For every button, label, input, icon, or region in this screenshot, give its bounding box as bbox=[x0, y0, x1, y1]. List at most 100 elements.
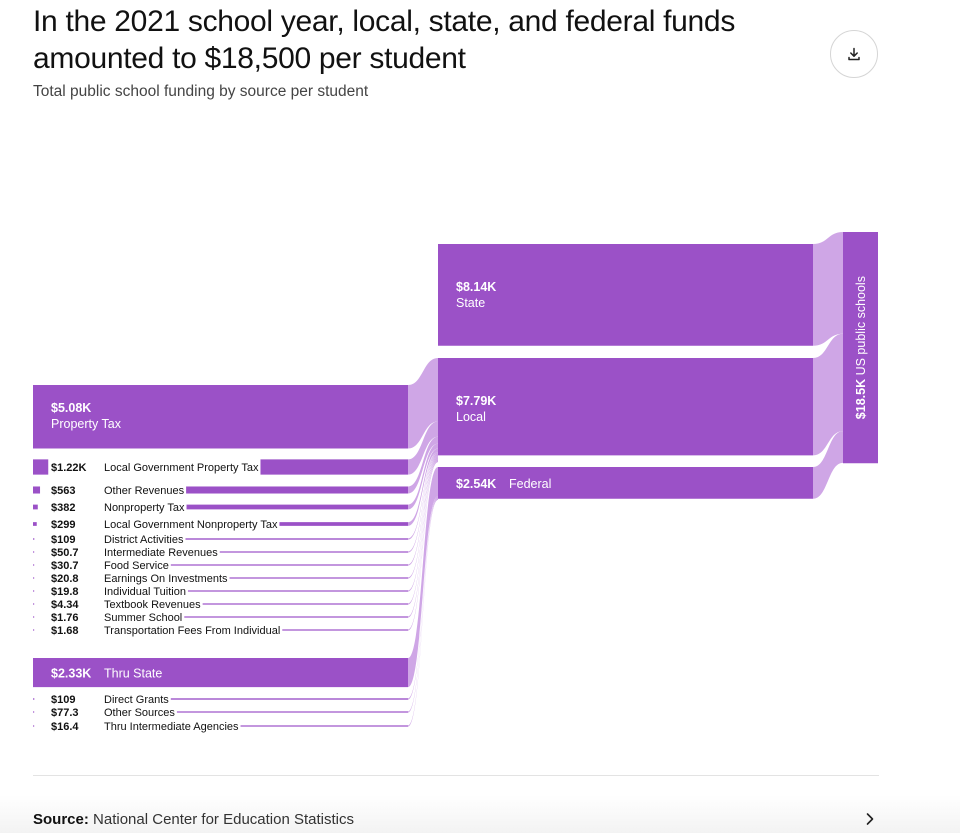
food-service-value: $30.7 bbox=[51, 560, 79, 572]
node-federal[interactable] bbox=[438, 467, 813, 499]
thru-intermediate-agencies-name: Thru Intermediate Agencies bbox=[104, 721, 239, 733]
node-transportation-fees-from-individual[interactable] bbox=[33, 629, 408, 631]
node-other-sources[interactable] bbox=[33, 711, 408, 713]
node-individual-tuition-bar bbox=[187, 590, 408, 592]
chart-subtitle: Total public school funding by source pe… bbox=[33, 83, 369, 100]
local-government-nonproperty-tax-value: $299 bbox=[51, 519, 75, 531]
node-intermediate-revenues[interactable] bbox=[33, 551, 408, 553]
sankey-links bbox=[408, 232, 843, 727]
node-thru-intermediate-agencies-marker bbox=[33, 725, 35, 727]
node-local[interactable] bbox=[438, 358, 813, 456]
link-local-government-nonproperty-tax-to-local bbox=[408, 448, 438, 526]
node-local-government-property-tax-bar bbox=[260, 459, 408, 475]
textbook-revenues-value: $4.34 bbox=[51, 599, 79, 611]
node-earnings-on-investments-bar bbox=[229, 577, 408, 579]
node-earnings-on-investments[interactable] bbox=[33, 577, 408, 579]
link-individual-tuition-to-local bbox=[408, 457, 438, 592]
download-button[interactable] bbox=[830, 30, 878, 78]
node-earnings-on-investments-marker bbox=[33, 577, 35, 579]
property-tax-value: $5.08K bbox=[51, 401, 91, 415]
local-government-nonproperty-tax-name: Local Government Nonproperty Tax bbox=[104, 519, 278, 531]
individual-tuition-name: Individual Tuition bbox=[104, 586, 186, 598]
direct-grants-value: $109 bbox=[51, 694, 75, 706]
node-other-revenues[interactable] bbox=[33, 486, 408, 494]
node-individual-tuition-marker bbox=[33, 590, 35, 592]
node-local-government-property-tax[interactable] bbox=[33, 459, 408, 475]
other-sources-name: Other Sources bbox=[104, 707, 175, 719]
summer-school-value: $1.76 bbox=[51, 612, 79, 624]
link-direct-grants-to-federal bbox=[408, 496, 438, 700]
local-name: Local bbox=[456, 410, 486, 424]
node-transportation-fees-from-individual-bar bbox=[282, 629, 408, 631]
other-sources-value: $77.3 bbox=[51, 707, 79, 719]
link-nonproperty-tax-to-local bbox=[408, 443, 438, 510]
node-textbook-revenues[interactable] bbox=[33, 603, 408, 605]
direct-grants-name: Direct Grants bbox=[104, 694, 169, 706]
node-food-service[interactable] bbox=[33, 564, 408, 566]
node-thru-intermediate-agencies[interactable] bbox=[33, 725, 408, 727]
intermediate-revenues-name: Intermediate Revenues bbox=[104, 547, 218, 559]
node-district-activities-bar bbox=[185, 538, 408, 540]
textbook-revenues-name: Textbook Revenues bbox=[104, 599, 201, 611]
link-thru-state-to-federal bbox=[408, 467, 438, 688]
other-revenues-name: Other Revenues bbox=[104, 485, 185, 497]
node-local-government-property-tax-marker bbox=[33, 459, 49, 475]
transportation-fees-from-individual-value: $1.68 bbox=[51, 625, 79, 637]
local-value: $7.79K bbox=[456, 394, 496, 408]
link-summer-school-to-local bbox=[408, 459, 438, 618]
node-summer-school-marker bbox=[33, 616, 35, 618]
node-nonproperty-tax-bar bbox=[186, 504, 408, 510]
source-bar[interactable]: Source: National Center for Education St… bbox=[0, 795, 960, 833]
intermediate-revenues-value: $50.7 bbox=[51, 547, 79, 559]
link-local-government-property-tax-to-local bbox=[408, 421, 438, 475]
link-federal-to-total bbox=[813, 431, 843, 499]
federal-name: Federal bbox=[509, 477, 551, 491]
node-textbook-revenues-marker bbox=[33, 603, 35, 605]
node-individual-tuition[interactable] bbox=[33, 590, 408, 592]
node-summer-school[interactable] bbox=[33, 616, 408, 618]
node-state[interactable] bbox=[438, 244, 813, 346]
individual-tuition-value: $19.8 bbox=[51, 586, 79, 598]
node-other-sources-marker bbox=[33, 711, 35, 713]
node-nonproperty-tax-marker bbox=[33, 504, 38, 510]
node-summer-school-bar bbox=[184, 616, 408, 618]
link-thru-intermediate-agencies-to-federal bbox=[408, 498, 438, 727]
property-tax-name: Property Tax bbox=[51, 417, 122, 431]
node-property-tax[interactable] bbox=[33, 385, 408, 449]
sankey-chart: $18.5K US public schools $8.14K State $7.79… bbox=[33, 232, 878, 733]
district-activities-value: $109 bbox=[51, 534, 75, 546]
nonproperty-tax-name: Nonproperty Tax bbox=[104, 502, 185, 514]
summer-school-name: Summer School bbox=[104, 612, 182, 624]
earnings-on-investments-name: Earnings On Investments bbox=[104, 573, 228, 585]
sankey-nodes bbox=[33, 232, 878, 727]
node-thru-state[interactable] bbox=[33, 658, 408, 688]
earnings-on-investments-value: $20.8 bbox=[51, 573, 79, 585]
node-food-service-marker bbox=[33, 564, 35, 566]
node-us-public-schools-label: $18.5K US public schools bbox=[854, 276, 868, 419]
node-direct-grants[interactable] bbox=[33, 698, 408, 700]
source-label: Source: bbox=[33, 811, 89, 828]
link-state-to-total bbox=[813, 232, 843, 346]
node-textbook-revenues-bar bbox=[202, 603, 408, 605]
source-citation: Source: National Center for Education St… bbox=[33, 811, 354, 828]
node-other-sources-bar bbox=[176, 711, 408, 713]
chart-title: In the 2021 school year, local, state, a… bbox=[33, 5, 736, 75]
district-activities-name: District Activities bbox=[104, 534, 184, 546]
food-service-name: Food Service bbox=[104, 560, 169, 572]
node-district-activities[interactable] bbox=[33, 538, 408, 540]
node-other-revenues-bar bbox=[186, 486, 408, 494]
node-direct-grants-bar bbox=[170, 698, 408, 700]
link-food-service-to-local bbox=[408, 454, 438, 566]
node-us-public-schools[interactable] bbox=[843, 232, 878, 464]
node-nonproperty-tax[interactable] bbox=[33, 504, 408, 510]
link-intermediate-revenues-to-local bbox=[408, 453, 438, 553]
node-transportation-fees-from-individual-marker bbox=[33, 629, 35, 631]
thru-state-value: $2.33K bbox=[51, 667, 91, 681]
chevron-right-icon[interactable] bbox=[864, 812, 876, 826]
node-local-government-nonproperty-tax[interactable] bbox=[33, 522, 408, 526]
node-district-activities-marker bbox=[33, 538, 35, 540]
thru-state-name: Thru State bbox=[104, 667, 162, 681]
node-other-revenues-marker bbox=[33, 486, 41, 494]
link-earnings-on-investments-to-local bbox=[408, 456, 438, 579]
total-name: US public schools bbox=[854, 276, 868, 375]
